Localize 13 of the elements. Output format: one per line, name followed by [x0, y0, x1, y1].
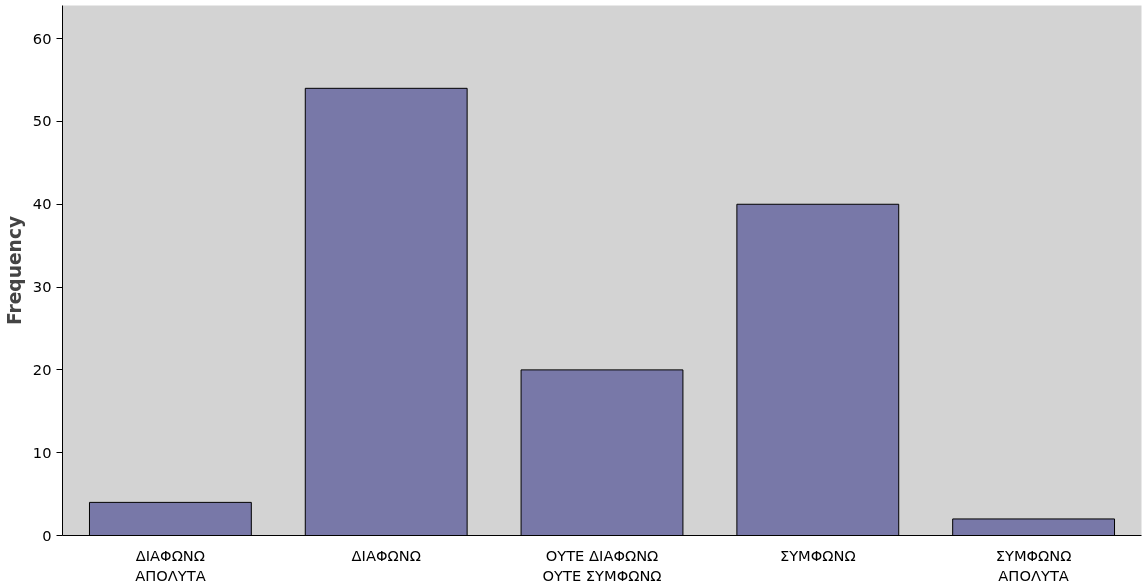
x-tick-label: ΣΥΜΦΩΝΩ: [779, 546, 856, 564]
y-axis-title: Frequency: [3, 215, 25, 326]
x-tick-label: ΣΥΜΦΩΝΩ ΑΠΟΛΥΤΑ: [995, 546, 1072, 584]
y-tick-label: 40: [32, 195, 52, 213]
y-tick-label: 0: [42, 526, 52, 544]
x-tick-label: ΔΙΑΦΩΝΩ ΑΠΟΛΥΤΑ: [135, 546, 206, 584]
y-tick-label: 30: [32, 278, 52, 296]
y-tick-label: 10: [32, 443, 52, 461]
x-tick-label: ΟΥΤΕ ΔΙΑΦΩΝΩ ΟΥΤΕ ΣΥΜΦΩΝΩ: [542, 546, 662, 584]
y-tick-label: 20: [32, 360, 52, 378]
x-tick-label: ΔΙΑΦΩΝΩ: [351, 546, 421, 564]
y-tick-label: 50: [32, 112, 52, 130]
y-tick-label: 60: [32, 29, 52, 47]
